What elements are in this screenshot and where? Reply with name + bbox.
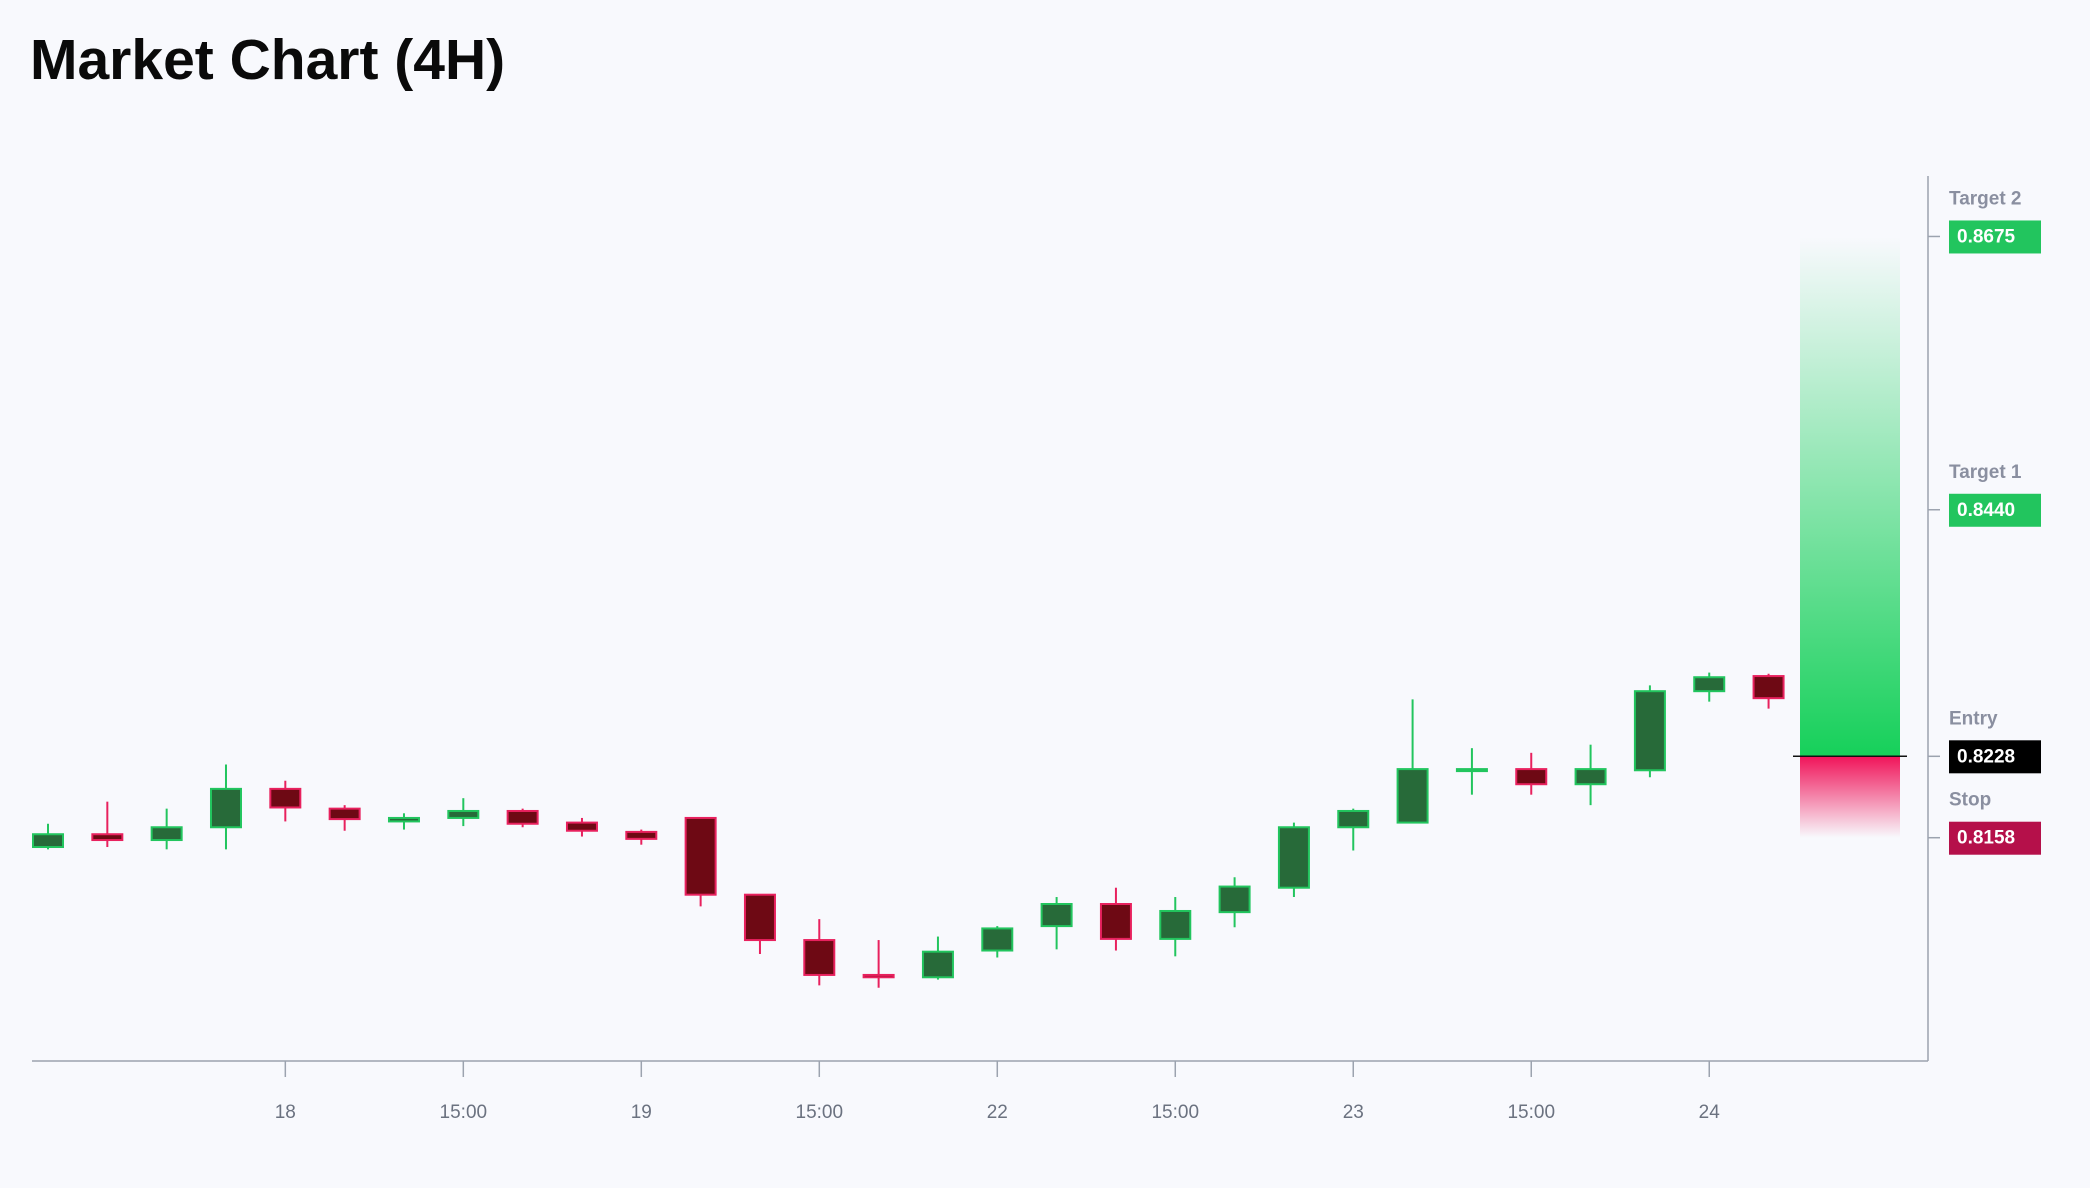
candle-body — [387, 816, 420, 823]
candle-body — [32, 833, 64, 849]
x-tick-label: 24 — [1699, 1102, 1721, 1123]
level-badge — [1949, 821, 2041, 855]
level-name: Entry — [1949, 708, 1998, 729]
candle-body — [1455, 768, 1488, 773]
candle-body — [447, 809, 480, 819]
level-value: 0.8228 — [1957, 746, 2015, 767]
candle-body — [328, 807, 361, 821]
candle-body — [1574, 768, 1607, 786]
candle-body — [1396, 768, 1429, 824]
level-name: Target 2 — [1949, 188, 2022, 209]
candle-body — [981, 927, 1014, 952]
candle-body — [1159, 909, 1192, 940]
profit-zone — [1800, 236, 1900, 757]
x-tick-label: 19 — [631, 1102, 652, 1123]
candle-body — [1040, 903, 1073, 928]
candle-body — [803, 939, 836, 976]
candle-body — [150, 826, 183, 842]
candle-body — [1337, 809, 1370, 829]
candle-body — [625, 830, 658, 840]
candle-body — [1633, 690, 1666, 772]
candle-body — [684, 816, 717, 896]
x-tick-label: 23 — [1343, 1102, 1364, 1123]
level-name: Target 1 — [1949, 462, 2022, 483]
level-value: 0.8440 — [1957, 500, 2015, 521]
candle-body — [506, 809, 539, 825]
x-tick-label: 22 — [987, 1102, 1008, 1123]
level-badge — [1949, 220, 2041, 254]
loss-zone — [1800, 756, 1900, 838]
candle-body — [565, 821, 598, 832]
candle-body — [743, 893, 776, 942]
candle-body — [209, 787, 242, 829]
candle-body — [1752, 675, 1785, 700]
candle-body — [269, 787, 302, 809]
level-value: 0.8675 — [1957, 226, 2016, 247]
candle-body — [91, 833, 124, 842]
candle-body — [1277, 826, 1310, 889]
x-tick-label: 18 — [275, 1102, 296, 1123]
level-badge — [1949, 740, 2041, 774]
candle-body — [1218, 885, 1251, 914]
candle-body — [921, 950, 954, 979]
candle-body — [862, 973, 895, 979]
x-tick-label: 15:00 — [1151, 1102, 1199, 1123]
candle-body — [1099, 903, 1132, 940]
chart-title: Market Chart (4H) — [30, 28, 505, 92]
candle-body — [1693, 676, 1726, 693]
x-tick-label: 15:00 — [1507, 1102, 1555, 1123]
level-value: 0.8158 — [1957, 828, 2015, 849]
level-name: Stop — [1949, 790, 1991, 811]
x-tick-label: 15:00 — [440, 1102, 488, 1123]
level-badge — [1949, 493, 2041, 527]
x-tick-label: 15:00 — [796, 1102, 844, 1123]
candle-body — [1515, 768, 1548, 786]
